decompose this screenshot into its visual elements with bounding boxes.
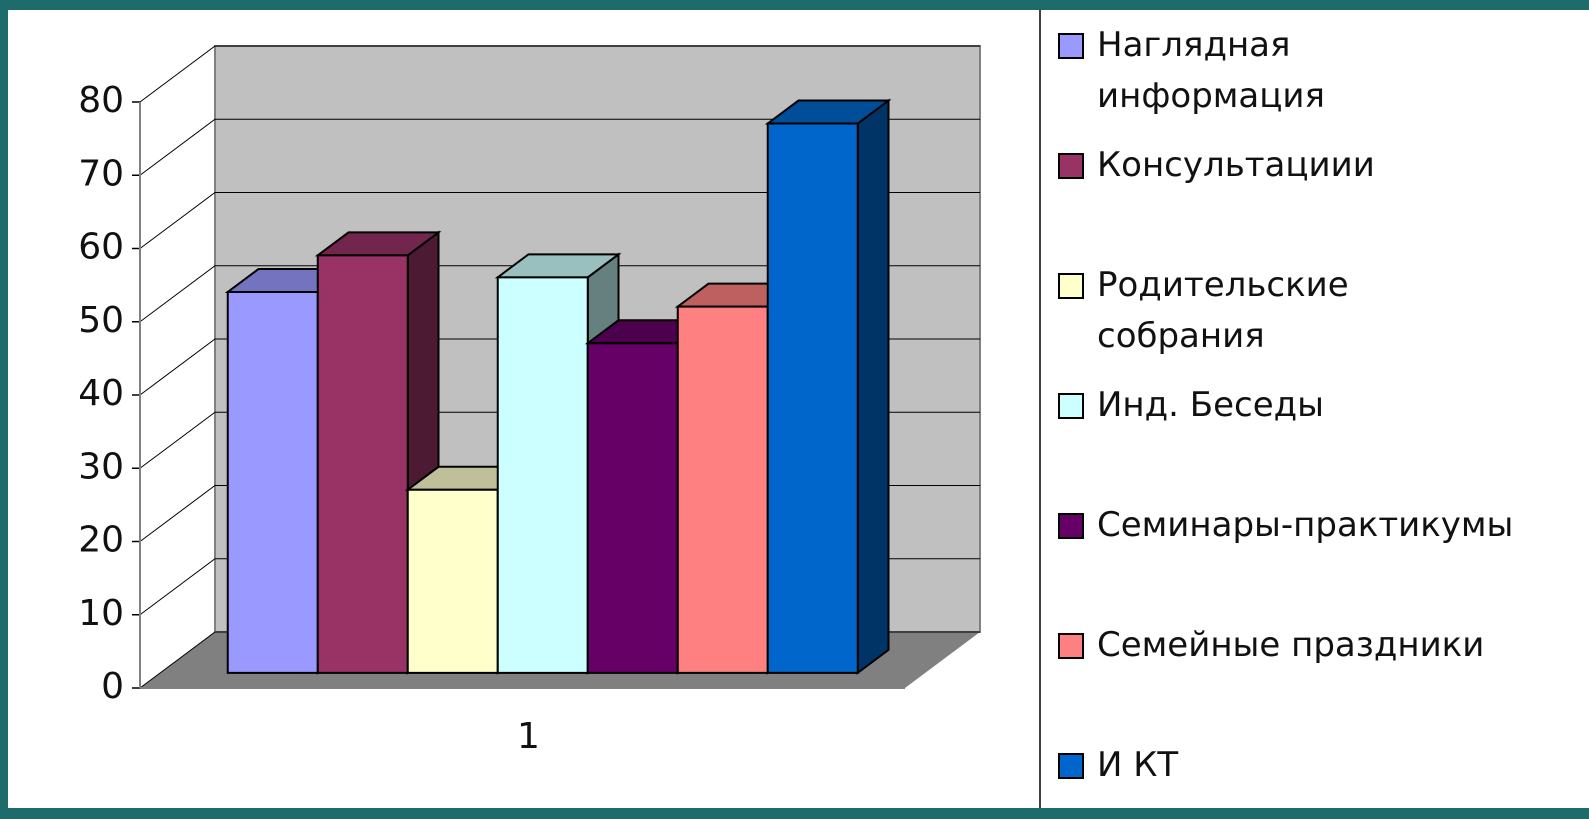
y-tick-label: 10 — [78, 593, 124, 634]
legend-entry: Семинары-практикумы — [1058, 500, 1514, 551]
bar — [226, 290, 319, 674]
grid-line — [139, 265, 980, 323]
bar — [406, 488, 499, 674]
bar — [316, 254, 409, 674]
bar-side — [856, 98, 890, 675]
legend-label: Инд. Беседы — [1097, 385, 1324, 425]
bar — [766, 122, 859, 674]
legend-entry: Родительские собрания — [1058, 260, 1397, 362]
legend-swatch — [1058, 393, 1084, 419]
y-tick-label: 80 — [78, 80, 124, 121]
legend-entry: Консультациии — [1058, 140, 1397, 191]
legend-swatch — [1058, 33, 1084, 59]
y-tick-label: 60 — [78, 227, 124, 268]
x-tick-label: 1 — [517, 716, 540, 757]
legend-swatch — [1058, 633, 1084, 659]
legend-entry: И КТ — [1058, 740, 1397, 791]
y-tick-label: 0 — [101, 666, 124, 707]
bar — [496, 276, 589, 674]
legend-entry: Семейные праздники — [1058, 620, 1485, 671]
legend-label: Наглядная информация — [1097, 25, 1325, 116]
legend-entry: Наглядная информация — [1058, 20, 1397, 122]
bar — [676, 305, 769, 674]
legend-label: Консультациии — [1097, 145, 1375, 185]
legend-label: Родительские собрания — [1097, 265, 1349, 356]
grid-line — [139, 192, 980, 249]
legend-swatch — [1058, 153, 1084, 179]
bar — [586, 342, 679, 674]
legend-swatch — [1058, 513, 1084, 539]
legend-swatch — [1058, 753, 1084, 779]
y-tick-label: 70 — [78, 153, 124, 194]
legend-label: Семейные праздники — [1097, 625, 1485, 665]
y-tick-label: 50 — [78, 300, 124, 341]
legend-label: И КТ — [1097, 745, 1179, 785]
legend-swatch — [1058, 273, 1084, 299]
y-tick-label: 30 — [78, 446, 124, 487]
legend-label: Семинары-практикумы — [1097, 505, 1514, 545]
y-tick-label: 20 — [78, 520, 124, 561]
grid-line — [139, 118, 980, 176]
grid-line — [139, 45, 980, 103]
y-tick-label: 40 — [78, 373, 124, 414]
legend-entry: Инд. Беседы — [1058, 380, 1397, 431]
